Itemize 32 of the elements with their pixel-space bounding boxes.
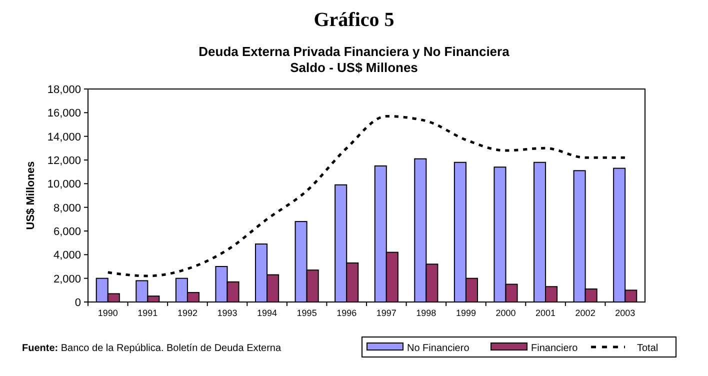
- line-series: [106, 114, 626, 278]
- y-tick-label: 18,000: [47, 84, 81, 96]
- x-tick-label: 1999: [456, 308, 476, 318]
- y-tick-label: 16,000: [47, 108, 81, 120]
- y-tick-label: 8,000: [53, 202, 81, 214]
- x-tick-label: 1995: [296, 308, 317, 318]
- x-tick-label: 2000: [496, 308, 516, 318]
- x-tick-label: 1998: [416, 308, 436, 318]
- y-tick-label: 14,000: [47, 131, 81, 144]
- y-tick-label: 10,000: [47, 178, 81, 191]
- x-tick-label: 2003: [615, 308, 636, 318]
- source-note: Fuente: Banco de la República. Boletín de Deuda Externa: [22, 343, 282, 354]
- x-tick-label: 1990: [98, 308, 118, 318]
- x-tick-label: 1997: [376, 308, 396, 318]
- y-tick-label: 12,000: [47, 155, 81, 167]
- legend-label: No Financiero: [407, 343, 470, 354]
- x-tick-label: 1994: [257, 308, 278, 318]
- legend-label: Total: [637, 343, 658, 354]
- legend-label: Financiero: [531, 343, 578, 354]
- chart-subtitle: Deuda Externa Privada Financiera y No Financiera Saldo - US$ Millones: [198, 44, 510, 75]
- x-tick-label: 1991: [138, 308, 158, 318]
- x-tick-label: 1996: [336, 308, 357, 318]
- y-axis-title: US$ Millones: [25, 161, 37, 230]
- x-tick-label: 1992: [177, 308, 198, 318]
- y-tick-label: 0: [74, 297, 81, 309]
- x-tick-label: 2001: [536, 308, 556, 318]
- y-tick-label: 4,000: [53, 250, 81, 262]
- y-tick-label: 2,000: [53, 273, 81, 286]
- x-tick-label: 1993: [217, 308, 238, 318]
- x-tick-label: 2002: [575, 308, 596, 318]
- chart-title: Gráfico 5: [314, 9, 394, 31]
- y-tick-label: 6,000: [53, 226, 81, 238]
